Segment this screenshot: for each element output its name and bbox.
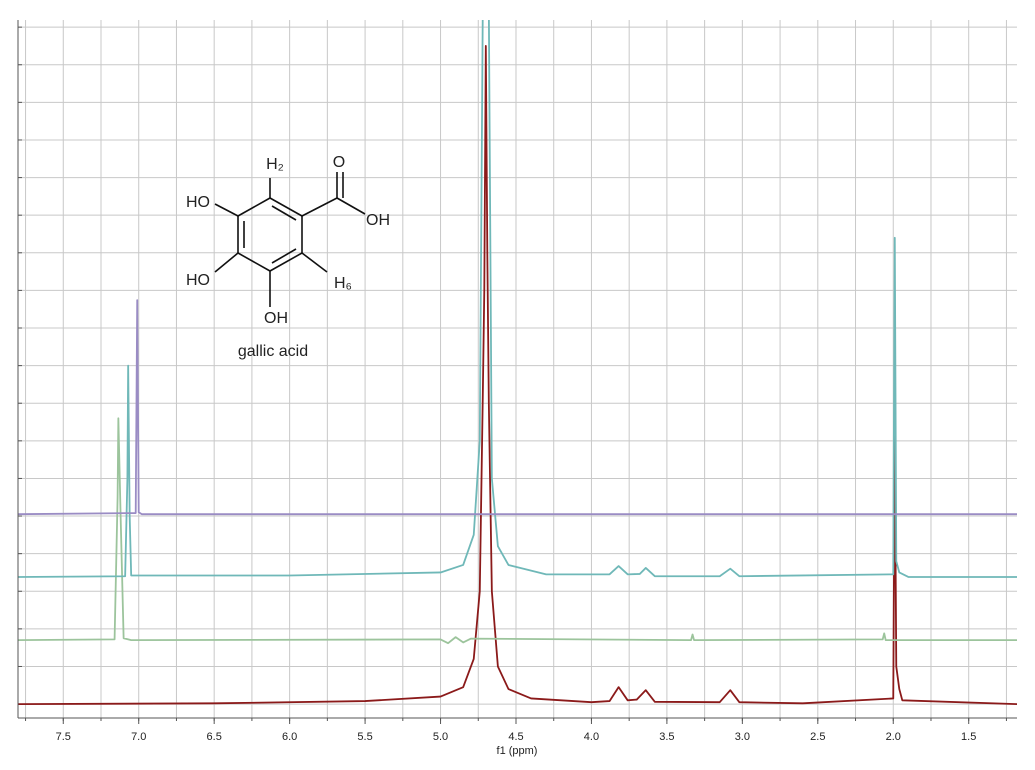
x-tick-label: 4.0 bbox=[584, 731, 599, 743]
structure-label: OH bbox=[366, 212, 390, 229]
structure-label: H₂ bbox=[266, 156, 284, 173]
structure-label: H₆ bbox=[334, 275, 352, 292]
spectrum-trace bbox=[18, 417, 1017, 645]
structure-label: OH bbox=[264, 310, 288, 327]
spectrum-trace bbox=[18, 45, 1017, 705]
x-tick-label: 2.5 bbox=[810, 731, 825, 743]
x-tick-label: 6.5 bbox=[207, 731, 222, 743]
traces bbox=[18, 20, 1017, 705]
x-tick-label: 5.0 bbox=[433, 731, 448, 743]
x-tick-label: 4.5 bbox=[508, 731, 523, 743]
x-tick-label: 3.0 bbox=[735, 731, 750, 743]
structure-label: HO bbox=[186, 194, 210, 211]
x-tick-label: 5.5 bbox=[357, 731, 372, 743]
x-tick-label: 1.5 bbox=[961, 731, 976, 743]
x-axis-label: f1 (ppm) bbox=[497, 745, 538, 757]
structure-label: O bbox=[333, 154, 345, 171]
x-tick-label: 6.0 bbox=[282, 731, 297, 743]
spectrum-trace bbox=[18, 299, 1017, 516]
structure-name: gallic acid bbox=[238, 343, 308, 360]
grid bbox=[18, 20, 1017, 721]
x-tick-label: 7.0 bbox=[131, 731, 146, 743]
structure: H₂ O OH H₆ HO HO OH gallic acid bbox=[186, 154, 390, 360]
x-tick-label: 2.0 bbox=[886, 731, 901, 743]
spectrum-trace bbox=[18, 20, 1017, 578]
x-tick-label: 3.5 bbox=[659, 731, 674, 743]
structure-label: HO bbox=[186, 272, 210, 289]
x-tick-label: 7.5 bbox=[56, 731, 71, 743]
